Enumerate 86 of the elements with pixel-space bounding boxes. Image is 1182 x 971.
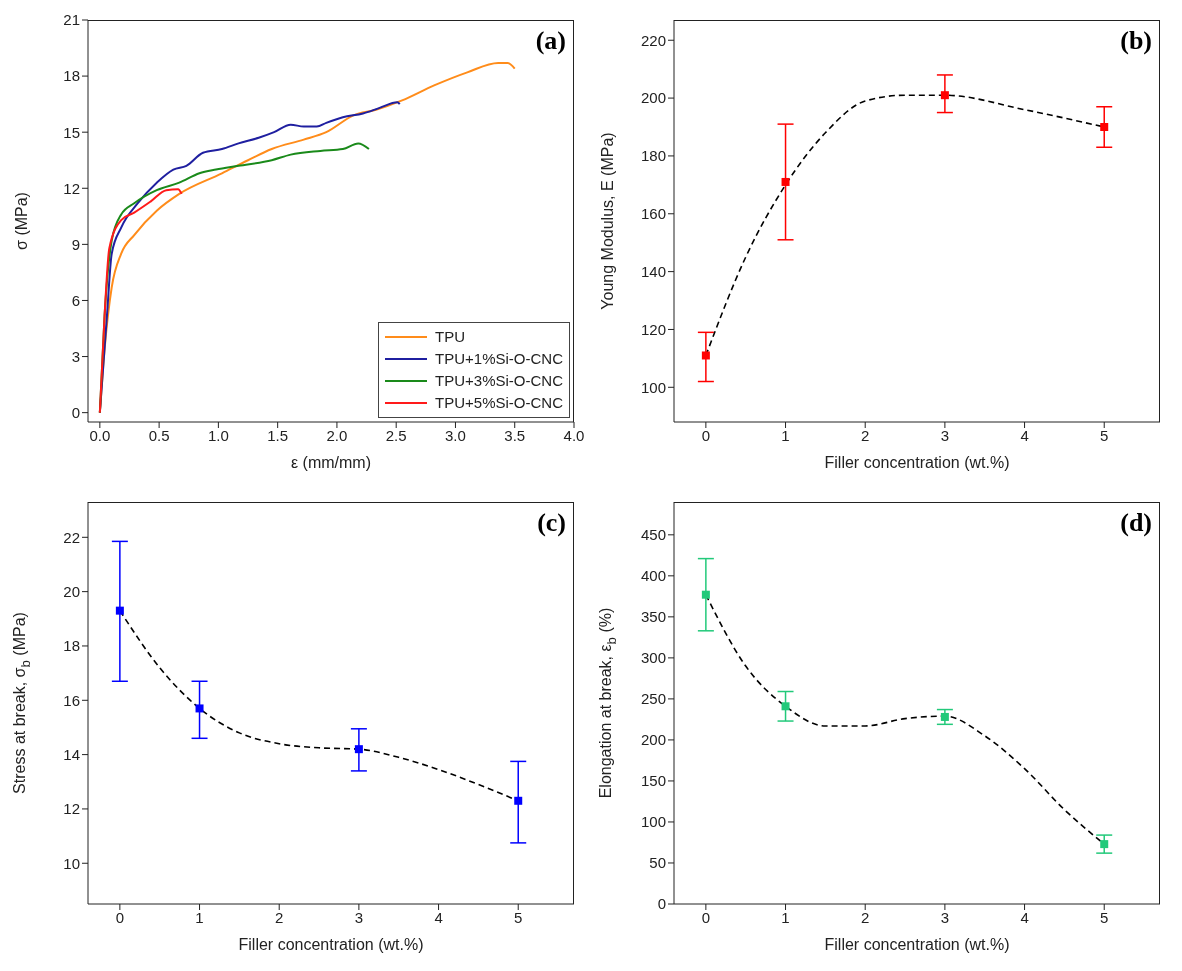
x-tick-label: 2	[275, 908, 284, 926]
x-tick-label: 5	[1100, 426, 1109, 444]
point	[940, 91, 949, 100]
y-tick-label: 300	[640, 649, 666, 667]
y-tick-label: 250	[640, 690, 666, 708]
y-tick-label: 0	[657, 895, 666, 913]
y-tick-label: 3	[71, 347, 80, 365]
y-tick-label: 22	[63, 528, 80, 546]
x-tick-label: 0.0	[89, 426, 111, 444]
annotation: (d)	[1120, 508, 1152, 538]
y-axis-title: Young Modulus, E (MPa)	[599, 132, 617, 310]
y-tick-label: 6	[71, 291, 80, 309]
legend-label: TPU	[435, 327, 466, 347]
x-tick-label: 1	[195, 908, 204, 926]
legend-label: TPU+3%Si-O-CNC	[435, 371, 563, 391]
y-tick-label: 14	[63, 745, 80, 763]
y-tick-label: 120	[640, 320, 666, 338]
x-tick-label: 2	[861, 908, 870, 926]
x-axis-title: Filler concentration (wt.%)	[823, 936, 1011, 954]
y-tick-label: 220	[640, 31, 666, 49]
y-tick-label: 15	[63, 123, 80, 141]
x-tick-label: 3	[940, 426, 950, 444]
x-tick-label: 4	[434, 908, 443, 926]
x-tick-label: 1	[781, 908, 790, 926]
y-tick-label: 140	[640, 262, 666, 280]
y-tick-label: 10	[63, 854, 80, 872]
x-tick-label: 0	[115, 908, 125, 926]
x-tick-label: 5	[1100, 908, 1109, 926]
point	[1100, 840, 1109, 849]
line-series	[98, 188, 183, 414]
annotation: (b)	[1120, 26, 1152, 56]
y-tick-label: 18	[63, 67, 80, 85]
x-tick-label: 5	[514, 908, 523, 926]
point	[781, 702, 790, 711]
y-tick-label: 12	[63, 800, 80, 818]
x-tick-label: 1.5	[267, 426, 289, 444]
y-tick-label: 160	[640, 205, 666, 223]
y-tick-label: 21	[63, 11, 80, 29]
y-tick-label: 180	[640, 147, 666, 165]
y-tick-label: 200	[640, 731, 666, 749]
y-tick-label: 50	[649, 854, 666, 872]
x-tick-label: 4.0	[563, 426, 585, 444]
x-tick-label: 2.5	[385, 426, 407, 444]
point	[701, 590, 710, 599]
y-tick-label: 0	[71, 403, 80, 421]
point	[514, 796, 523, 805]
x-tick-label: 0	[701, 426, 711, 444]
x-tick-label: 1	[781, 426, 790, 444]
x-axis-title: ε (mm/mm)	[290, 454, 372, 472]
x-axis-title: Filler concentration (wt.%)	[823, 454, 1011, 472]
point	[115, 606, 124, 615]
x-tick-label: 3	[354, 908, 364, 926]
y-tick-label: 200	[640, 89, 666, 107]
y-tick-label: 100	[640, 813, 666, 831]
x-tick-label: 1.0	[207, 426, 229, 444]
y-tick-label: 9	[71, 235, 80, 253]
x-tick-label: 4	[1020, 908, 1029, 926]
x-tick-label: 4	[1020, 426, 1029, 444]
annotation: (a)	[535, 26, 566, 56]
y-tick-label: 450	[640, 526, 666, 544]
point	[354, 745, 363, 754]
point	[1100, 123, 1109, 132]
y-tick-label: 12	[63, 179, 80, 197]
x-tick-label: 0	[701, 908, 711, 926]
x-tick-label: 0.5	[148, 426, 170, 444]
point	[195, 704, 204, 713]
point	[940, 712, 949, 721]
annotation: (c)	[537, 508, 566, 538]
legend-label: TPU+1%Si-O-CNC	[435, 349, 563, 369]
y-tick-label: 400	[640, 567, 666, 585]
y-tick-label: 150	[640, 772, 666, 790]
y-axis-title: σ (MPa)	[13, 192, 31, 250]
y-tick-label: 350	[640, 608, 666, 626]
y-tick-label: 20	[63, 582, 80, 600]
x-tick-label: 3	[940, 908, 950, 926]
legend-label: TPU+5%Si-O-CNC	[435, 393, 563, 413]
x-tick-label: 2	[861, 426, 870, 444]
y-tick-label: 100	[640, 378, 666, 396]
point	[701, 351, 710, 360]
point	[781, 177, 790, 186]
x-tick-label: 3.0	[445, 426, 466, 444]
x-tick-label: 3.5	[504, 426, 526, 444]
x-axis-title: Filler concentration (wt.%)	[237, 936, 425, 954]
x-tick-label: 2.0	[326, 426, 348, 444]
y-tick-label: 16	[63, 691, 80, 709]
y-tick-label: 18	[63, 637, 80, 655]
